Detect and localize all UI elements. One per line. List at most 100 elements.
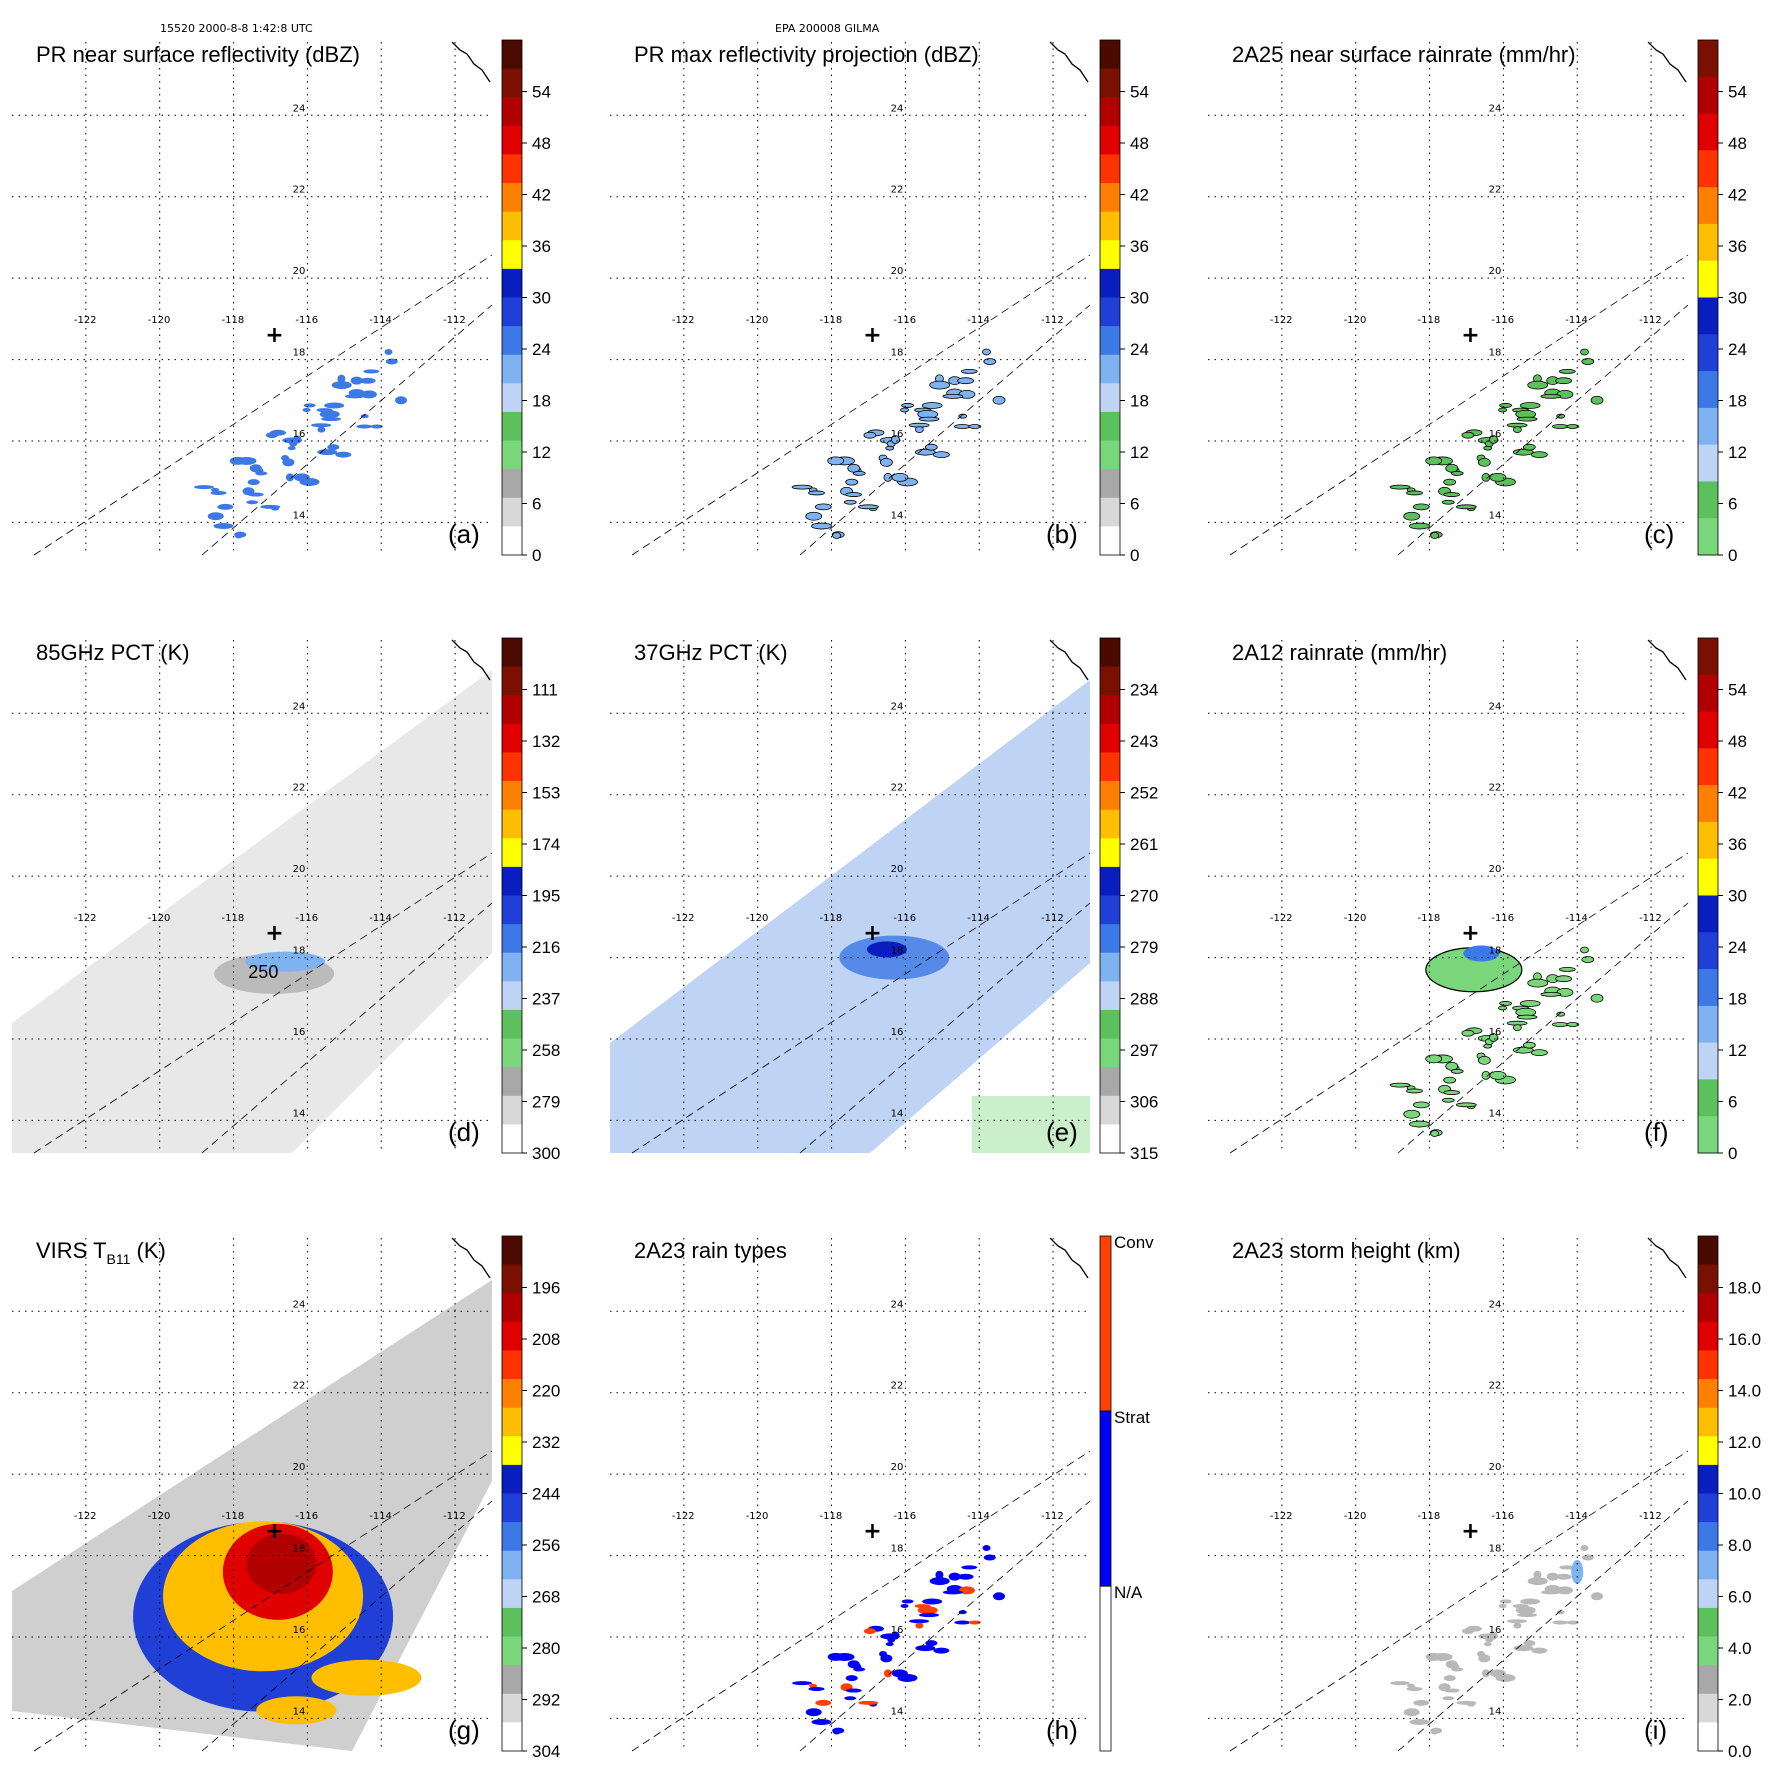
colorbar-tick-label: 0 [1728,546,1737,565]
storm-center-marker: + [863,921,881,946]
echo-cell [880,1654,893,1663]
colorbar-segment [502,1321,522,1351]
lon-tick-label: -116 [893,1511,916,1522]
coastline [451,41,491,83]
colorbar-segment [502,924,522,954]
echo-cell [1389,1082,1411,1088]
colorbar-tick-label: 292 [532,1691,560,1710]
echo-cell [249,464,262,473]
echo-cell [1522,1041,1536,1049]
panel-f: 24 22 20 18 16 14 -122 -120 -118 -116 -114 -112 +2A1… [1208,637,1747,1163]
lon-tick-label: -120 [1344,315,1367,326]
colorbar-segment [502,211,522,241]
echo-cell [255,471,268,476]
echo-cell [845,1675,858,1682]
lat-tick-label: 24 [1489,701,1502,712]
echo-cell [1409,522,1430,530]
echo-cell [1456,1700,1477,1705]
colorbar-segment [1698,407,1718,446]
colorbar-segment [1698,444,1718,482]
echo-cell [1413,1699,1430,1706]
colorbar-segment [502,1236,522,1266]
echo-cell [1483,1642,1492,1647]
colorbar-segment [1698,1005,1718,1044]
echo-cell [324,402,345,409]
echo-cell [832,532,842,539]
echo-cell [194,485,215,490]
colorbar-segment [1698,1550,1718,1580]
echo-cell [303,403,316,408]
colorbar-tick-label: 132 [532,732,560,751]
colorbar-segment [502,440,522,470]
lat-tick-label: 14 [891,510,904,521]
colorbar-tick-label: 16.0 [1728,1330,1761,1349]
colorbar-segment [1100,469,1120,499]
lat-tick-label: 24 [891,701,904,712]
swath-edge [1229,852,1689,1154]
echo-cell [891,435,900,444]
colorbar-tick-label: 36 [532,237,551,256]
echo-cell [900,1603,909,1608]
lat-tick-label: 22 [293,185,306,196]
colorbar-tick-label: 36 [1728,835,1747,854]
echo-cell [1566,424,1580,429]
echo-cell [857,504,879,510]
echo-cell [942,393,964,399]
colorbar-tick-label: 174 [532,835,560,854]
echo-cell [247,479,260,486]
lon-tick-label: -116 [1491,1511,1514,1522]
colorbar-segment [1100,781,1120,811]
lat-tick-label: 20 [293,864,306,875]
colorbar-tick-label: 196 [532,1279,560,1298]
colorbar-tick-label: 300 [532,1144,560,1163]
colorbar-tick-label: 42 [1130,186,1149,205]
colorbar-segment [502,638,522,668]
colorbar-segment [502,268,522,298]
lon-tick-label: -122 [672,1511,695,1522]
lat-tick-label: 18 [1489,946,1502,957]
storm-center-marker: + [1461,1519,1479,1544]
colorbar-segment [1698,1579,1718,1609]
echo-cell [293,473,310,482]
colorbar-segment [502,1550,522,1580]
colorbar-segment [502,97,522,127]
colorbar-segment [502,695,522,725]
echo-cell [1406,1686,1423,1691]
colorbar-segment [1698,1464,1718,1494]
colorbar-tick-label: 48 [1728,134,1747,153]
colorbar-segment [502,1493,522,1523]
lat-tick-label: 20 [1489,1462,1502,1473]
echo-cell [942,1590,963,1595]
colorbar-segment [1698,76,1718,115]
colorbar-tick-label: 48 [1728,732,1747,751]
lon-tick-label: -122 [672,913,695,924]
lat-tick-label: 16 [1489,429,1502,440]
echo-cell [1540,991,1562,997]
echo-cell [883,1669,892,1678]
echo-cell [1498,407,1507,413]
colorbar-segment [1100,666,1120,696]
echo-cell [815,1699,832,1706]
colorbar-segment [1100,1009,1120,1040]
lat-tick-label: 22 [1489,185,1502,196]
echo-cell [958,413,968,419]
echo-cell [983,358,997,365]
colorbar-segment [502,125,522,155]
echo-cell [933,1647,950,1654]
echo-cell [961,1565,978,1570]
echo-cell [1551,1022,1569,1027]
echo-cell [982,1544,991,1551]
lon-tick-label: -116 [1491,913,1514,924]
lat-tick-label: 24 [1489,1299,1502,1310]
colorbar-category-label: Conv [1114,1233,1154,1252]
echo-cell [1443,1675,1456,1682]
lat-tick-label: 18 [293,348,306,359]
lon-tick-label: -120 [746,913,769,924]
colorbar-segment [1698,481,1718,519]
colorbar-segment [502,1464,522,1494]
echo-cell [234,532,243,539]
echo-cell [285,473,294,482]
lon-tick-label: -118 [820,1511,843,1522]
lon-tick-label: -122 [672,315,695,326]
lon-tick-label: -116 [295,1511,318,1522]
